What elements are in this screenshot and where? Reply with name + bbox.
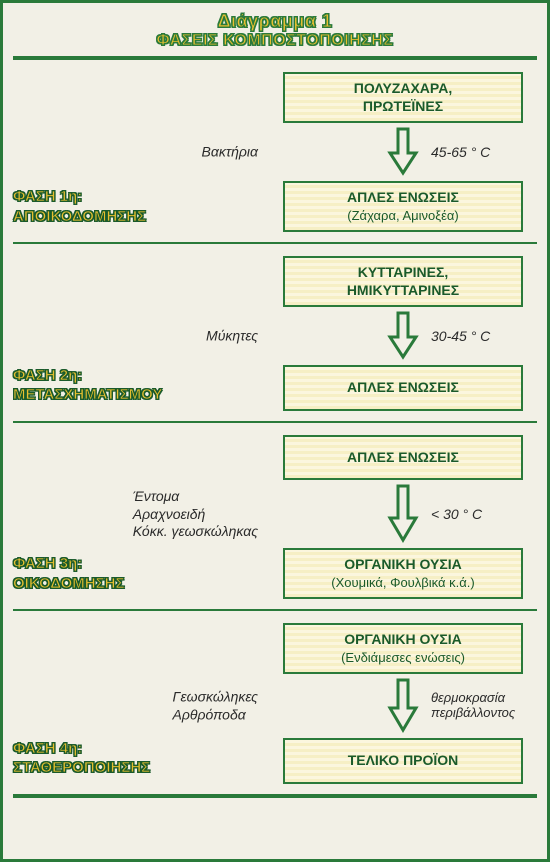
- rule-2: [13, 421, 537, 423]
- phase-3-label-1: ΦΑΣΗ 3η:: [13, 555, 82, 572]
- phase-2-flow: ΚΥΤΤΑΡΙΝΕΣ, ΗΜΙΚΥΤΤΑΡΙΝΕΣ Μύκητες 30-45 …: [283, 256, 523, 411]
- phase-2-label-1: ΦΑΣΗ 2η:: [13, 367, 82, 384]
- phase-4-label-2: ΣΤΑΘΕΡΟΠΟΙΗΣΗΣ: [13, 759, 150, 776]
- phase-3-left-ann: Έντομα Αραχνοειδή Κόκκ. γεωσκώληκας: [133, 488, 258, 541]
- phase-1-box-top: ΠΟΛΥΖΑΧΑΡΑ, ΠΡΩΤΕΪΝΕΣ: [283, 72, 523, 123]
- phase-4-box-top: ΟΡΓΑΝΙΚΗ ΟΥΣΙΑ (Ενδιάμεσες ενώσεις): [283, 623, 523, 674]
- rule-3: [13, 609, 537, 611]
- rule-top: [13, 56, 537, 60]
- phase-3-right-ann: < 30 ° C: [431, 506, 482, 522]
- phase-1-label: ΦΑΣΗ 1η: ΑΠΟΙΚΟΔΟΜΗΣΗΣ: [13, 187, 146, 226]
- phase-1: ΦΑΣΗ 1η: ΑΠΟΙΚΟΔΟΜΗΣΗΣ ΠΟΛΥΖΑΧΑΡΑ, ΠΡΩΤΕ…: [13, 66, 537, 236]
- arrow-down-icon: [386, 311, 420, 361]
- phase-1-box-bot-sub: (Ζάχαρα, Αμινοξέα): [347, 208, 458, 223]
- phase-2-box-bot: ΑΠΛΕΣ ΕΝΩΣΕΙΣ: [283, 365, 523, 411]
- arrow-down-icon: [386, 127, 420, 177]
- phase-4-flow: ΟΡΓΑΝΙΚΗ ΟΥΣΙΑ (Ενδιάμεσες ενώσεις) Γεωσ…: [283, 623, 523, 784]
- phase-3-box-top-l1: ΑΠΛΕΣ ΕΝΩΣΕΙΣ: [347, 449, 459, 465]
- phase-1-flow: ΠΟΛΥΖΑΧΑΡΑ, ΠΡΩΤΕΪΝΕΣ Βακτήρια 45-65 ° C…: [283, 72, 523, 232]
- phase-1-arrow-row: Βακτήρια 45-65 ° C: [283, 127, 523, 177]
- phase-3-box-bot: ΟΡΓΑΝΙΚΗ ΟΥΣΙΑ (Χουμικά, Φουλβικά κ.ά.): [283, 548, 523, 599]
- phase-1-right-ann: 45-65 ° C: [431, 144, 490, 160]
- phase-3-arrow-row: Έντομα Αραχνοειδή Κόκκ. γεωσκώληκας < 30…: [283, 484, 523, 544]
- arrow-down-icon: [386, 484, 420, 544]
- phase-4: ΦΑΣΗ 4η: ΣΤΑΘΕΡΟΠΟΙΗΣΗΣ ΟΡΓΑΝΙΚΗ ΟΥΣΙΑ (…: [13, 617, 537, 788]
- phase-1-label-2: ΑΠΟΙΚΟΔΟΜΗΣΗΣ: [13, 208, 146, 225]
- diagram-page: Διάγραμμα 1 ΦΑΣΕΙΣ ΚΟΜΠΟΣΤΟΠΟΙΗΣΗΣ ΦΑΣΗ …: [0, 0, 550, 862]
- phase-1-box-top-l1: ΠΟΛΥΖΑΧΑΡΑ,: [354, 80, 452, 96]
- phase-4-box-top-l1: ΟΡΓΑΝΙΚΗ ΟΥΣΙΑ: [344, 631, 462, 647]
- phase-3-box-top: ΑΠΛΕΣ ΕΝΩΣΕΙΣ: [283, 435, 523, 481]
- phase-2-label: ΦΑΣΗ 2η: ΜΕΤΑΣΧΗΜΑΤΙΣΜΟΥ: [13, 366, 162, 405]
- phase-4-box-bot: ΤΕΛΙΚΟ ΠΡΟΪΟΝ: [283, 738, 523, 784]
- phase-4-label-1: ΦΑΣΗ 4η:: [13, 740, 82, 757]
- phase-2-box-top-l2: ΗΜΙΚΥΤΤΑΡΙΝΕΣ: [347, 282, 459, 298]
- phase-2-left-ann: Μύκητες: [206, 327, 258, 345]
- phase-2-right-ann: 30-45 ° C: [431, 328, 490, 344]
- rule-1: [13, 242, 537, 244]
- phase-2-arrow-row: Μύκητες 30-45 ° C: [283, 311, 523, 361]
- arrow-down-icon: [386, 678, 420, 734]
- title-line-2: ΦΑΣΕΙΣ ΚΟΜΠΟΣΤΟΠΟΙΗΣΗΣ: [13, 32, 537, 50]
- phase-1-box-top-l2: ΠΡΩΤΕΪΝΕΣ: [363, 98, 443, 114]
- title-line-1: Διάγραμμα 1: [13, 11, 537, 32]
- phase-2: ΦΑΣΗ 2η: ΜΕΤΑΣΧΗΜΑΤΙΣΜΟΥ ΚΥΤΤΑΡΙΝΕΣ, ΗΜΙ…: [13, 250, 537, 415]
- phase-4-left-ann: Γεωσκώληκες Αρθρόποδα: [173, 689, 258, 724]
- phase-4-arrow-row: Γεωσκώληκες Αρθρόποδα θερμοκρασία περιβά…: [283, 678, 523, 734]
- phase-4-box-top-sub: (Ενδιάμεσες ενώσεις): [341, 650, 465, 665]
- phase-1-label-1: ΦΑΣΗ 1η:: [13, 188, 82, 205]
- phase-2-label-2: ΜΕΤΑΣΧΗΜΑΤΙΣΜΟΥ: [13, 386, 162, 403]
- phase-1-left-ann: Βακτήρια: [202, 143, 258, 161]
- phase-1-box-bot-l1: ΑΠΛΕΣ ΕΝΩΣΕΙΣ: [347, 189, 459, 205]
- title-block: Διάγραμμα 1 ΦΑΣΕΙΣ ΚΟΜΠΟΣΤΟΠΟΙΗΣΗΣ: [13, 11, 537, 50]
- rule-bottom: [13, 794, 537, 798]
- phase-4-label: ΦΑΣΗ 4η: ΣΤΑΘΕΡΟΠΟΙΗΣΗΣ: [13, 739, 150, 778]
- phase-4-box-bot-l1: ΤΕΛΙΚΟ ΠΡΟΪΟΝ: [348, 752, 459, 768]
- phase-3: ΦΑΣΗ 3η: ΟΙΚΟΔΟΜΗΣΗΣ ΑΠΛΕΣ ΕΝΩΣΕΙΣ Έντομ…: [13, 429, 537, 604]
- phase-2-box-top: ΚΥΤΤΑΡΙΝΕΣ, ΗΜΙΚΥΤΤΑΡΙΝΕΣ: [283, 256, 523, 307]
- phase-3-box-bot-sub: (Χουμικά, Φουλβικά κ.ά.): [331, 575, 474, 590]
- phase-3-box-bot-l1: ΟΡΓΑΝΙΚΗ ΟΥΣΙΑ: [344, 556, 462, 572]
- phase-2-box-top-l1: ΚΥΤΤΑΡΙΝΕΣ,: [358, 264, 449, 280]
- phase-1-box-bot: ΑΠΛΕΣ ΕΝΩΣΕΙΣ (Ζάχαρα, Αμινοξέα): [283, 181, 523, 232]
- phase-3-label: ΦΑΣΗ 3η: ΟΙΚΟΔΟΜΗΣΗΣ: [13, 554, 124, 593]
- phase-3-flow: ΑΠΛΕΣ ΕΝΩΣΕΙΣ Έντομα Αραχνοειδή Κόκκ. γε…: [283, 435, 523, 600]
- phase-4-right-ann: θερμοκρασία περιβάλλοντος: [431, 691, 515, 721]
- phase-3-label-2: ΟΙΚΟΔΟΜΗΣΗΣ: [13, 575, 124, 592]
- phase-2-box-bot-l1: ΑΠΛΕΣ ΕΝΩΣΕΙΣ: [347, 379, 459, 395]
